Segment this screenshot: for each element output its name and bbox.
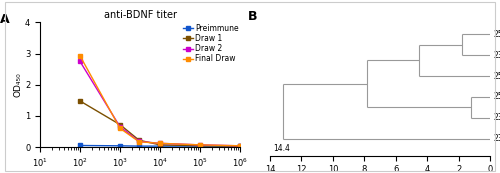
Text: 25150p1.A4: 25150p1.A4: [493, 93, 500, 102]
Text: 14.4: 14.4: [273, 144, 290, 153]
Text: 25150p1.C11: 25150p1.C11: [493, 30, 500, 39]
Draw 2: [117, 126, 123, 128]
Draw 2: [77, 60, 83, 62]
Text: 25150p1.E7: 25150p1.E7: [493, 71, 500, 80]
Text: 23819p1.C1.1: 23819p1.C1.1: [493, 113, 500, 122]
Draw 1: [117, 124, 123, 126]
Text: B: B: [248, 10, 258, 23]
Draw 2: [136, 140, 142, 143]
Draw 2: [197, 144, 203, 146]
Text: 23819p1.C5.3: 23819p1.C5.3: [493, 51, 500, 60]
Draw 1: [197, 145, 203, 147]
Title: anti-BDNF titer: anti-BDNF titer: [104, 10, 176, 20]
Preimmune: [117, 145, 123, 147]
Final Draw: [197, 144, 203, 146]
Line: Final Draw: Final Draw: [78, 54, 241, 148]
Draw 1: [237, 145, 243, 147]
Preimmune: [136, 145, 142, 147]
Final Draw: [157, 142, 163, 144]
Preimmune: [197, 145, 203, 147]
Final Draw: [237, 145, 243, 147]
Final Draw: [117, 127, 123, 129]
Line: Draw 2: Draw 2: [78, 60, 241, 148]
Preimmune: [77, 144, 83, 147]
Final Draw: [136, 141, 142, 143]
Text: A: A: [0, 12, 10, 26]
Line: Preimmune: Preimmune: [78, 144, 241, 148]
Y-axis label: OD₄₅₀: OD₄₅₀: [13, 72, 22, 97]
Draw 1: [157, 144, 163, 146]
Text: 23819p2.A4: 23819p2.A4: [493, 134, 500, 143]
Draw 2: [157, 142, 163, 144]
Final Draw: [77, 55, 83, 57]
Line: Draw 1: Draw 1: [78, 99, 241, 148]
Draw 1: [77, 100, 83, 102]
Preimmune: [237, 145, 243, 147]
Legend: Preimmune, Draw 1, Draw 2, Final Draw: Preimmune, Draw 1, Draw 2, Final Draw: [184, 24, 238, 63]
Draw 2: [237, 145, 243, 147]
Draw 1: [136, 139, 142, 141]
Preimmune: [157, 145, 163, 147]
